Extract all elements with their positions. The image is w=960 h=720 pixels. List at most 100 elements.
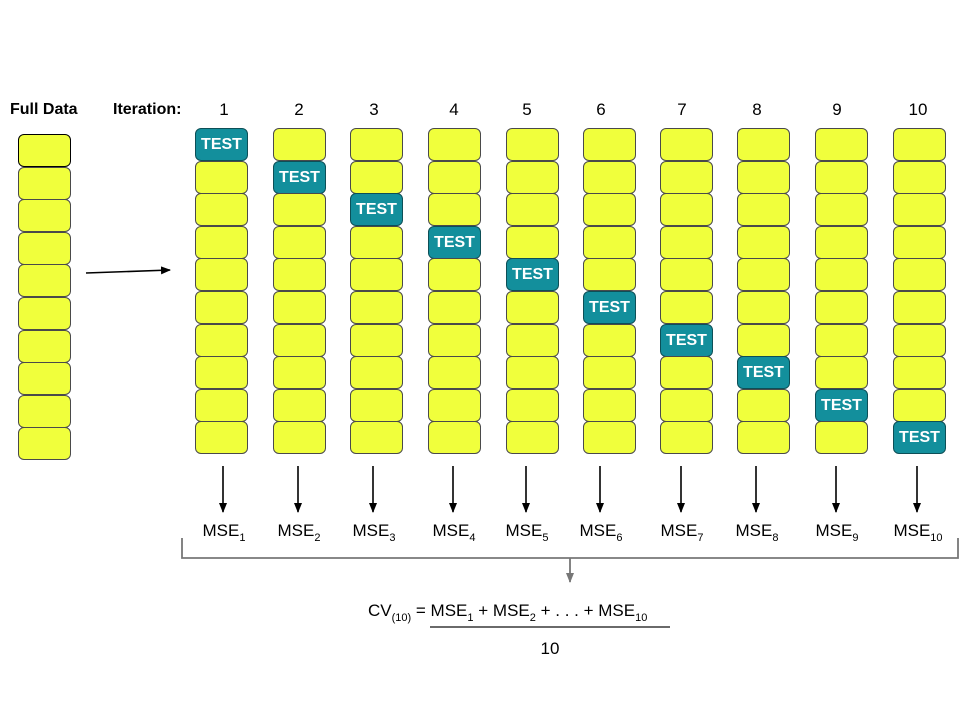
train-fold [893,291,946,324]
train-fold [893,258,946,292]
down-arrows [219,466,921,513]
train-fold [273,323,326,357]
full-data-fold [18,231,71,265]
iteration-number: 3 [369,100,379,119]
train-fold [583,323,636,357]
full-data-fold [18,199,71,233]
train-fold [893,160,946,194]
train-fold [815,193,868,227]
train-fold [815,128,868,161]
train-fold [428,291,481,324]
train-fold [815,225,868,259]
test-fold: TEST [350,193,403,227]
full-data-fold [18,134,71,167]
train-fold [583,388,636,422]
train-fold [428,323,481,357]
train-fold [428,160,481,194]
train-fold [583,193,636,227]
train-fold [273,388,326,422]
train-fold [815,421,868,455]
train-fold [428,193,481,227]
mse-label: MSE4 [432,521,476,544]
mse-label: MSE6 [579,521,623,544]
train-fold [660,291,713,324]
train-fold [195,356,248,390]
train-fold [350,258,403,292]
train-fold [506,193,559,227]
train-fold [660,128,713,161]
iteration-number: 4 [449,100,459,119]
train-fold [350,356,403,390]
iteration-number: 2 [294,100,304,119]
mse-label: MSE9 [815,521,859,544]
train-fold [893,323,946,357]
train-fold [428,421,481,455]
train-fold [350,388,403,422]
train-fold [428,356,481,390]
train-fold [195,225,248,259]
mse-label: MSE10 [893,521,943,544]
test-fold: TEST [815,388,868,422]
train-fold [195,323,248,357]
iteration-label: Iteration: [113,101,182,118]
train-fold [583,258,636,292]
full-data-fold [18,394,71,428]
full-data-fold [18,329,71,363]
iteration-number: 6 [596,100,606,119]
train-fold [737,258,790,292]
iteration-number: 1 [219,100,229,119]
train-fold [815,160,868,194]
train-fold [506,323,559,357]
mse-label: MSE7 [660,521,704,544]
train-fold [195,421,248,455]
train-fold [428,128,481,161]
test-fold: TEST [506,258,559,292]
train-fold [660,356,713,390]
test-fold: TEST [428,225,481,259]
train-fold [195,258,248,292]
train-fold [660,160,713,194]
cv-formula-numerator: CV(10) = MSE1 + MSE2 + . . . + MSE10 [368,601,648,624]
full-data-arrow [85,266,171,275]
test-fold: TEST [273,160,326,194]
test-fold: TEST [893,421,946,455]
train-fold [350,160,403,194]
full-data-fold [18,427,71,461]
iteration-number: 7 [677,100,687,119]
train-fold [506,356,559,390]
train-fold [737,193,790,227]
iteration-number: 9 [832,100,842,119]
train-fold [737,128,790,161]
train-fold [273,193,326,227]
train-fold [737,388,790,422]
train-fold [660,388,713,422]
train-fold [660,225,713,259]
train-fold [273,356,326,390]
mse-label: MSE8 [735,521,779,544]
full-data-fold [18,297,71,330]
test-fold: TEST [737,356,790,390]
train-fold [815,323,868,357]
train-fold [893,388,946,422]
test-fold: TEST [660,323,713,357]
train-fold [737,421,790,455]
train-fold [583,225,636,259]
train-fold [506,160,559,194]
train-fold [583,356,636,390]
train-fold [195,160,248,194]
train-fold [506,225,559,259]
train-fold [273,225,326,259]
iteration-number: 5 [522,100,532,119]
full-data-fold [18,166,71,200]
train-fold [737,160,790,194]
train-fold [893,193,946,227]
train-fold [583,160,636,194]
train-fold [815,356,868,390]
train-fold [428,388,481,422]
train-fold [583,421,636,455]
train-fold [660,258,713,292]
full-data-fold [18,264,71,298]
train-fold [737,323,790,357]
